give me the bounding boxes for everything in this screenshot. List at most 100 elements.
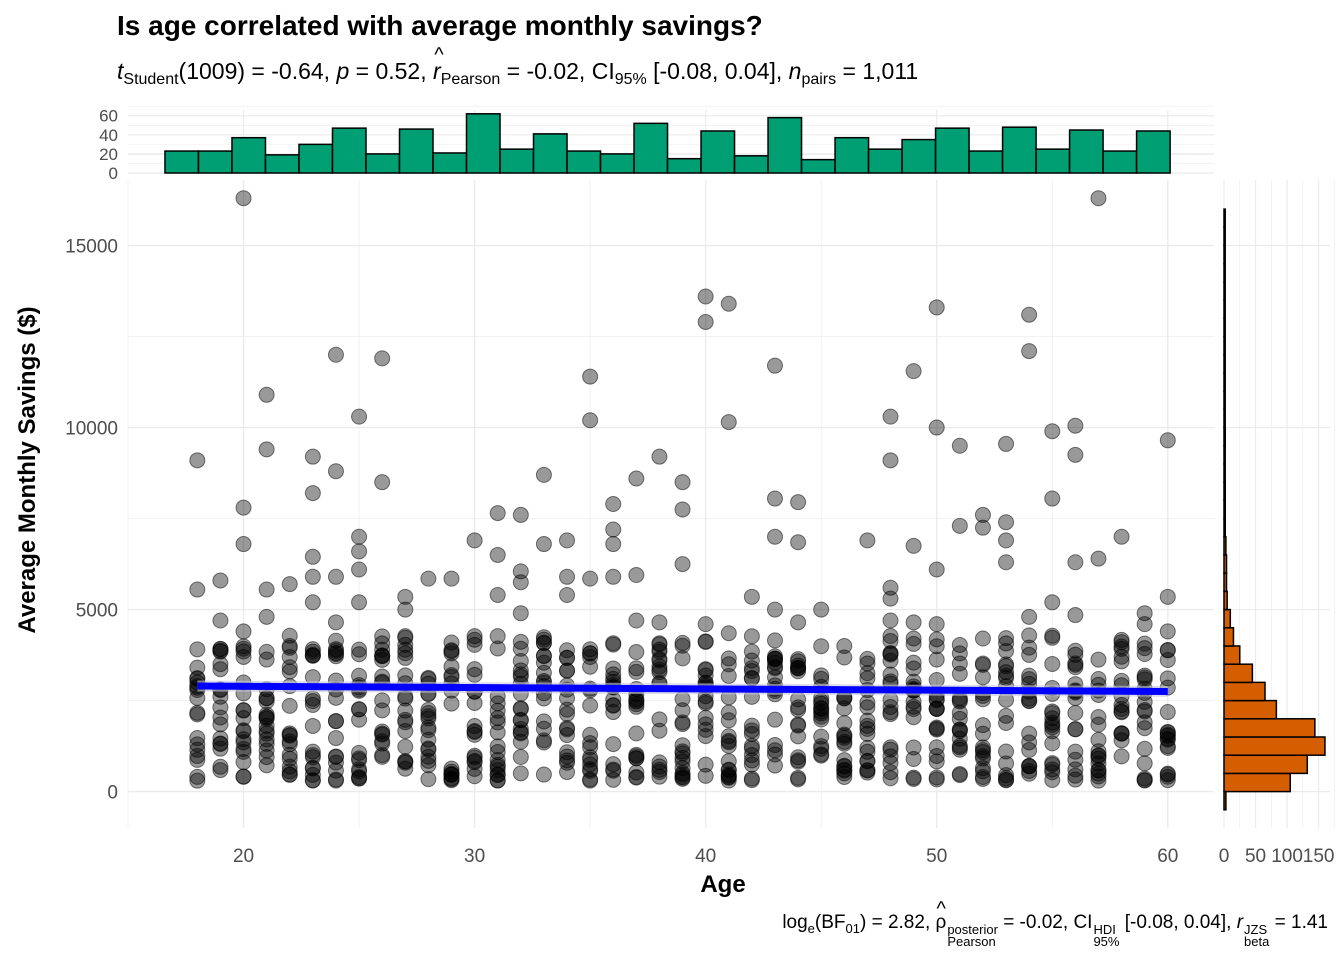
data-point bbox=[489, 640, 506, 657]
data-point bbox=[304, 696, 321, 713]
data-point bbox=[628, 764, 645, 781]
right-hist-bar bbox=[1223, 281, 1226, 301]
data-point bbox=[582, 756, 599, 773]
ci-hdi-value: [-0.08, 0.04], bbox=[1124, 912, 1232, 933]
data-point bbox=[882, 632, 899, 649]
data-point bbox=[443, 772, 460, 789]
data-point bbox=[674, 650, 691, 667]
data-point bbox=[998, 635, 1015, 652]
data-point bbox=[882, 452, 899, 469]
data-point bbox=[766, 601, 783, 618]
data-point bbox=[697, 767, 714, 784]
data-point bbox=[720, 414, 737, 431]
data-point bbox=[882, 764, 899, 781]
data-point bbox=[882, 408, 899, 425]
bf-01: 01 bbox=[845, 921, 860, 936]
top-histogram bbox=[164, 113, 1171, 174]
y-axis-label: Average Monthly Savings ($) bbox=[14, 306, 41, 633]
data-point bbox=[974, 519, 991, 536]
data-point bbox=[281, 725, 298, 742]
data-point bbox=[189, 768, 206, 785]
right-hist-bar bbox=[1223, 681, 1266, 702]
data-point bbox=[327, 713, 344, 730]
data-point bbox=[1021, 734, 1038, 751]
data-point bbox=[859, 720, 876, 737]
data-point bbox=[998, 514, 1015, 531]
data-point bbox=[697, 728, 714, 745]
top-hist-bar bbox=[331, 127, 367, 174]
data-point bbox=[374, 628, 391, 645]
data-point bbox=[859, 699, 876, 716]
data-point bbox=[628, 663, 645, 680]
data-point bbox=[189, 751, 206, 768]
data-point bbox=[489, 702, 506, 719]
data-point bbox=[651, 448, 668, 465]
scatter-points bbox=[189, 190, 1176, 789]
data-point bbox=[512, 605, 529, 622]
data-point bbox=[535, 734, 552, 751]
data-point bbox=[212, 643, 229, 660]
data-point bbox=[559, 532, 576, 549]
data-point bbox=[374, 647, 391, 664]
data-point bbox=[928, 651, 945, 668]
data-point bbox=[882, 579, 899, 596]
data-point bbox=[882, 754, 899, 771]
top-hist-tick-label: 60 bbox=[99, 107, 118, 126]
right-hist-bar bbox=[1223, 426, 1227, 447]
data-point bbox=[351, 543, 368, 560]
right-hist-bar bbox=[1223, 554, 1228, 574]
data-point bbox=[1067, 767, 1084, 784]
data-point bbox=[351, 752, 368, 769]
data-point bbox=[905, 630, 922, 647]
main-axes: 20 30 40 50 60 0 5000 10000 15000 bbox=[65, 237, 1178, 867]
data-point bbox=[582, 368, 599, 385]
data-point bbox=[327, 632, 344, 649]
data-point bbox=[304, 548, 321, 565]
data-point bbox=[859, 743, 876, 760]
y-tick-label: 0 bbox=[107, 783, 118, 804]
data-point bbox=[605, 496, 622, 512]
top-hist-bar bbox=[733, 155, 769, 174]
top-hist-bar bbox=[867, 148, 903, 174]
right-hist-bar bbox=[1223, 226, 1226, 247]
data-point bbox=[327, 463, 344, 480]
data-point bbox=[743, 756, 760, 773]
data-point bbox=[766, 654, 783, 671]
right-hist-bar bbox=[1223, 353, 1226, 374]
data-point bbox=[720, 728, 737, 745]
data-point bbox=[720, 769, 737, 786]
data-point bbox=[189, 641, 206, 658]
data-point bbox=[189, 730, 206, 747]
right-hist-bar bbox=[1223, 718, 1316, 738]
data-point bbox=[1067, 417, 1084, 434]
p-symbol: p bbox=[336, 58, 350, 84]
data-point bbox=[720, 650, 737, 667]
data-point bbox=[836, 637, 853, 654]
data-point bbox=[998, 435, 1015, 452]
n-value: = 1,011 bbox=[842, 58, 919, 84]
ci-value: [-0.08, 0.04], bbox=[653, 58, 783, 84]
data-point bbox=[512, 725, 529, 742]
data-point bbox=[1159, 772, 1176, 789]
data-point bbox=[836, 729, 853, 746]
data-point bbox=[1136, 616, 1153, 633]
data-point bbox=[928, 561, 945, 578]
data-point bbox=[1136, 703, 1153, 720]
data-point bbox=[212, 656, 229, 673]
data-point bbox=[535, 766, 552, 783]
data-point bbox=[951, 437, 968, 454]
data-point bbox=[512, 506, 529, 523]
data-point bbox=[489, 505, 506, 522]
data-point bbox=[605, 568, 622, 585]
data-point bbox=[1044, 755, 1061, 772]
data-point bbox=[212, 661, 229, 678]
data-point bbox=[1090, 190, 1107, 207]
top-hist-bar bbox=[264, 154, 300, 174]
data-point bbox=[420, 752, 437, 769]
data-point bbox=[651, 768, 668, 785]
t-symbol: t bbox=[117, 58, 124, 84]
top-hist-tick-label: 0 bbox=[109, 164, 118, 183]
data-point bbox=[1044, 710, 1061, 727]
top-hist-bar bbox=[633, 122, 669, 174]
